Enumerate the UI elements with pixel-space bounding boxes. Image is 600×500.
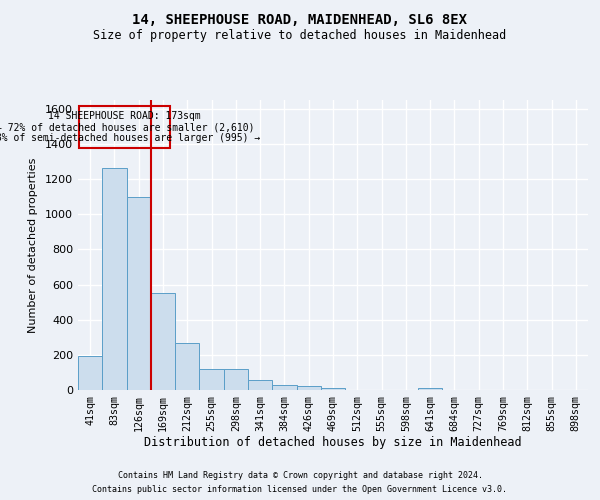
Bar — [199, 369, 224, 390]
Bar — [151, 294, 175, 390]
Bar — [127, 196, 151, 390]
Text: Contains public sector information licensed under the Open Government Licence v3: Contains public sector information licen… — [92, 484, 508, 494]
Bar — [272, 384, 296, 390]
Text: 14 SHEEPHOUSE ROAD: 173sqm: 14 SHEEPHOUSE ROAD: 173sqm — [49, 112, 201, 122]
Text: 28% of semi-detached houses are larger (995) →: 28% of semi-detached houses are larger (… — [0, 133, 260, 143]
Bar — [224, 369, 248, 390]
Y-axis label: Number of detached properties: Number of detached properties — [28, 158, 38, 332]
Bar — [78, 356, 102, 390]
Text: ← 72% of detached houses are smaller (2,610): ← 72% of detached houses are smaller (2,… — [0, 122, 254, 132]
Bar — [175, 344, 199, 390]
Bar — [418, 388, 442, 390]
Text: Size of property relative to detached houses in Maidenhead: Size of property relative to detached ho… — [94, 29, 506, 42]
Bar — [248, 380, 272, 390]
Text: Contains HM Land Registry data © Crown copyright and database right 2024.: Contains HM Land Registry data © Crown c… — [118, 472, 482, 480]
Bar — [296, 386, 321, 390]
Bar — [102, 168, 127, 390]
Text: Distribution of detached houses by size in Maidenhead: Distribution of detached houses by size … — [144, 436, 522, 449]
Text: 14, SHEEPHOUSE ROAD, MAIDENHEAD, SL6 8EX: 14, SHEEPHOUSE ROAD, MAIDENHEAD, SL6 8EX — [133, 12, 467, 26]
Bar — [321, 388, 345, 390]
